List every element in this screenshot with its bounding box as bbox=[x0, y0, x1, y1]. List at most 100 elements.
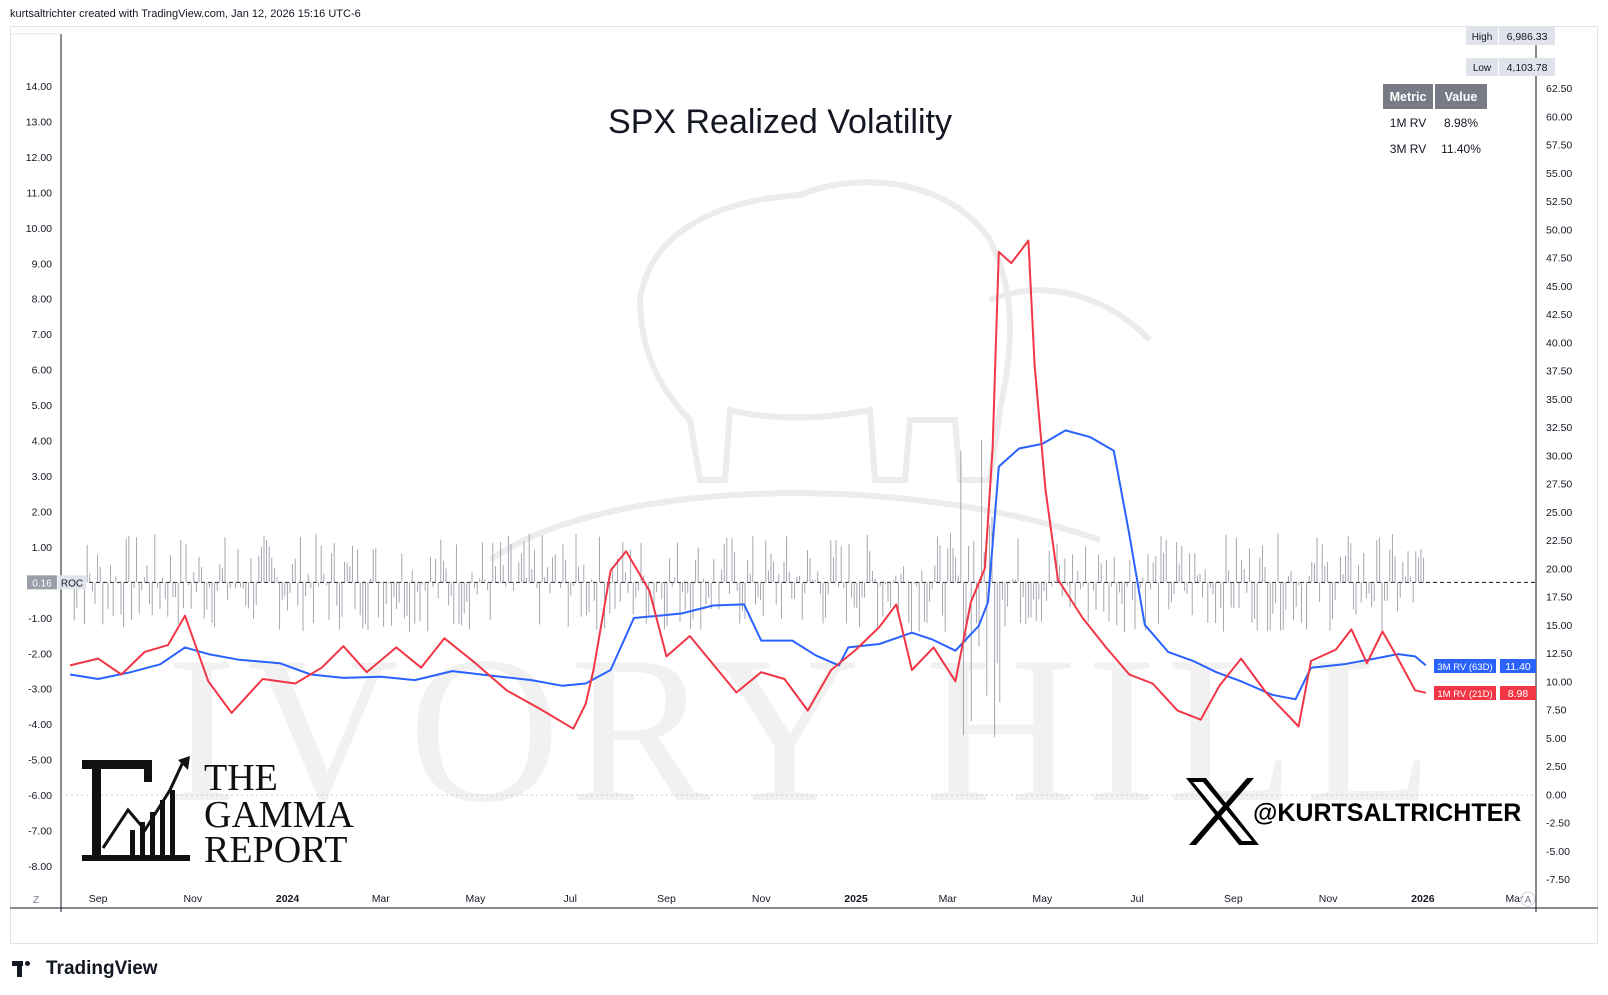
left-tick-label: -4.00 bbox=[28, 719, 52, 731]
left-tick-label: -6.00 bbox=[28, 790, 52, 802]
attribution-text: kurtsaltrichter created with TradingView… bbox=[10, 8, 361, 20]
left-tick-label: -5.00 bbox=[28, 755, 52, 767]
left-tick-label: 13.00 bbox=[26, 116, 52, 128]
x-tick-label: 2025 bbox=[844, 893, 868, 905]
metric-table: Metric Value 1M RV 8.98% 3M RV 11.40% bbox=[1383, 84, 1487, 156]
right-tick-label: -2.50 bbox=[1546, 818, 1570, 830]
right-axis-ticks: 62.50 60.00 57.50 55.00 52.50 50.00 47.50 45.00… bbox=[1546, 83, 1572, 886]
x-tick-label: May bbox=[466, 893, 487, 905]
right-tick-label: 17.50 bbox=[1546, 592, 1572, 604]
logo-text-report: REPORT bbox=[204, 829, 347, 871]
x-tick-label: 2024 bbox=[276, 893, 300, 905]
table-row-1m-value: 8.98% bbox=[1444, 116, 1478, 130]
right-tick-label: 47.50 bbox=[1546, 253, 1572, 265]
left-tick-label: -2.00 bbox=[28, 648, 52, 660]
x-tick-label: Sep bbox=[89, 893, 108, 905]
left-tick-label: 10.00 bbox=[26, 223, 52, 235]
right-tick-label: 5.00 bbox=[1546, 733, 1567, 745]
roc-histogram bbox=[68, 439, 1425, 737]
tradingview-logo[interactable]: TradingView bbox=[12, 958, 158, 980]
right-tick-label: 20.00 bbox=[1546, 563, 1572, 575]
table-row-3m-value: 11.40% bbox=[1441, 142, 1481, 156]
axis-corner-a-circle[interactable] bbox=[1520, 891, 1536, 907]
chart-frame bbox=[10, 26, 1598, 944]
x-tick-label: Nov bbox=[183, 893, 202, 905]
low-value: 4,103.78 bbox=[1507, 62, 1548, 74]
high-label: High bbox=[1472, 32, 1493, 43]
right-tick-label: 52.50 bbox=[1546, 196, 1572, 208]
x-tick-label: Jul bbox=[1130, 893, 1143, 905]
social-handle-text: @KURTSALTRICHTER bbox=[1253, 799, 1521, 827]
left-tick-label: 11.00 bbox=[27, 187, 53, 199]
right-tick-label: 62.50 bbox=[1546, 83, 1572, 95]
left-tick-label: 14.00 bbox=[26, 81, 52, 93]
right-tick-label: -5.00 bbox=[1546, 846, 1570, 858]
right-tick-label: 30.00 bbox=[1546, 450, 1572, 462]
right-tick-label: 50.00 bbox=[1546, 224, 1572, 236]
logo-text-gamma: GAMMA bbox=[204, 794, 354, 836]
x-tick-label: Nov bbox=[752, 893, 771, 905]
right-tick-label: 55.00 bbox=[1546, 168, 1572, 180]
left-tick-label: 3.00 bbox=[32, 471, 53, 483]
series-value-badge bbox=[1500, 659, 1536, 673]
x-axis-ticks: Sep Nov 2024 Mar May Jul Sep Nov 2025 Mar May Jul Se… bbox=[89, 893, 1524, 905]
right-tick-label: 12.50 bbox=[1546, 648, 1572, 660]
table-row-3m-metric: 3M RV bbox=[1390, 142, 1426, 156]
left-tick-label: 8.00 bbox=[32, 294, 53, 306]
right-tick-label: 60.00 bbox=[1546, 111, 1572, 123]
series-line bbox=[69, 239, 1427, 730]
roc-name-label: ROC bbox=[61, 578, 83, 589]
left-tick-label: 5.00 bbox=[32, 400, 53, 412]
right-tick-label: 0.00 bbox=[1546, 789, 1567, 801]
right-tick-label: 35.00 bbox=[1546, 394, 1572, 406]
x-tick-label: May bbox=[1032, 893, 1053, 905]
left-tick-label: 7.00 bbox=[32, 329, 53, 341]
chart-title: SPX Realized Volatility bbox=[608, 103, 952, 141]
x-tick-label: 2026 bbox=[1411, 893, 1435, 905]
right-tick-label: 15.00 bbox=[1546, 620, 1572, 632]
left-tick-label: 9.00 bbox=[32, 258, 53, 270]
table-header-metric: Metric bbox=[1390, 90, 1427, 104]
x-tick-label: Sep bbox=[657, 893, 676, 905]
right-tick-label: 27.50 bbox=[1546, 479, 1572, 491]
left-tick-label: -1.00 bbox=[28, 613, 52, 625]
left-tick-label: 6.00 bbox=[32, 365, 53, 377]
right-tick-label: 32.50 bbox=[1546, 422, 1572, 434]
left-axis-ticks: 14.00 13.00 12.00 11.00 10.00 9.00 8.00 7.00 6.0… bbox=[26, 81, 52, 873]
series-lines bbox=[69, 239, 1427, 730]
left-tick-label: 4.00 bbox=[32, 436, 53, 448]
table-row-1m-metric: 1M RV bbox=[1390, 116, 1426, 130]
gamma-logo-icon bbox=[82, 756, 190, 861]
right-tick-label: 10.00 bbox=[1546, 676, 1572, 688]
low-label: Low bbox=[1473, 63, 1492, 74]
left-tick-label: 1.00 bbox=[32, 542, 53, 554]
right-tick-label: 2.50 bbox=[1546, 761, 1567, 773]
right-tick-label: 42.50 bbox=[1546, 309, 1572, 321]
left-tick-label: -7.00 bbox=[28, 826, 52, 838]
social-handle: @KURTSALTRICHTER bbox=[1186, 778, 1521, 845]
tradingview-logo-icon bbox=[12, 961, 40, 977]
series-value-label: 8.98 bbox=[1508, 688, 1529, 700]
series-name-label: 1M RV (21D) bbox=[1437, 689, 1492, 700]
series-value-label: 11.40 bbox=[1505, 661, 1531, 673]
axis-corner-a[interactable]: A bbox=[1525, 895, 1532, 906]
series-name-label: 3M RV (63D) bbox=[1437, 662, 1492, 673]
series-name-badge bbox=[1434, 686, 1496, 700]
axis-corner-z[interactable]: Z bbox=[33, 895, 39, 906]
right-tick-label: 25.00 bbox=[1546, 507, 1572, 519]
right-tick-label: 37.50 bbox=[1546, 366, 1572, 378]
logo-text-the: THE bbox=[204, 757, 278, 799]
series-value-badge bbox=[1500, 686, 1536, 700]
x-tick-label: Sep bbox=[1224, 893, 1243, 905]
series-line bbox=[69, 429, 1427, 701]
right-tick-label: 57.50 bbox=[1546, 140, 1572, 152]
price-range-labels: High 6,986.33 Low 4,103.78 bbox=[1466, 27, 1555, 76]
x-tick-label: Jul bbox=[564, 893, 577, 905]
right-tick-label: 45.00 bbox=[1546, 281, 1572, 293]
roc-last-value: 0.16 bbox=[32, 578, 52, 589]
series-end-labels: 3M RV (63D) 11.40 1M RV (21D) 8.98 bbox=[1434, 659, 1536, 700]
high-value: 6,986.33 bbox=[1507, 31, 1548, 43]
series-name-badge bbox=[1434, 659, 1496, 673]
watermark-elephant bbox=[488, 179, 1153, 563]
